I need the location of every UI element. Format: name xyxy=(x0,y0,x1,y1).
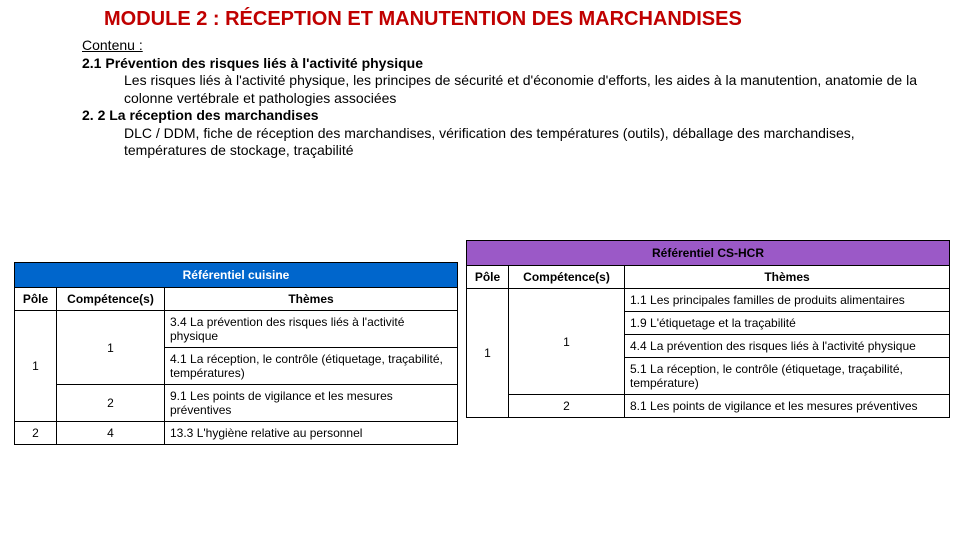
cuisine-col-theme: Thèmes xyxy=(165,288,458,311)
content-block: Contenu : 2.1 Prévention des risques lié… xyxy=(0,37,960,160)
content-heading: Contenu : xyxy=(82,37,143,53)
cuisine-theme: 4.1 La réception, le contrôle (étiquetag… xyxy=(165,348,458,385)
section-1-body: Les risques liés à l'activité physique, … xyxy=(82,72,940,107)
cshcr-theme: 5.1 La réception, le contrôle (étiquetag… xyxy=(625,358,950,395)
cuisine-comp-1: 1 xyxy=(57,311,165,385)
cshcr-theme: 1.9 L'étiquetage et la traçabilité xyxy=(625,312,950,335)
cuisine-theme: 3.4 La prévention des risques liés à l'a… xyxy=(165,311,458,348)
cuisine-comp-4: 4 xyxy=(57,422,165,445)
section-1-title: 2.1 Prévention des risques liés à l'acti… xyxy=(82,55,423,71)
table-cshcr: Référentiel CS-HCR Pôle Compétence(s) Th… xyxy=(466,240,950,418)
cuisine-theme: 13.3 L'hygiène relative au personnel xyxy=(165,422,458,445)
module-title: MODULE 2 : RÉCEPTION ET MANUTENTION DES … xyxy=(0,0,960,37)
cshcr-col-comp: Compétence(s) xyxy=(509,266,625,289)
cuisine-theme: 9.1 Les points de vigilance et les mesur… xyxy=(165,385,458,422)
cuisine-pole-1: 1 xyxy=(15,311,57,422)
cuisine-comp-2: 2 xyxy=(57,385,165,422)
cuisine-col-comp: Compétence(s) xyxy=(57,288,165,311)
cshcr-col-pole: Pôle xyxy=(467,266,509,289)
cuisine-pole-2: 2 xyxy=(15,422,57,445)
section-2-title: 2. 2 La réception des marchandises xyxy=(82,107,319,123)
cshcr-theme: 8.1 Les points de vigilance et les mesur… xyxy=(625,395,950,418)
cshcr-theme: 4.4 La prévention des risques liés à l'a… xyxy=(625,335,950,358)
cshcr-title: Référentiel CS-HCR xyxy=(467,241,950,266)
cuisine-col-pole: Pôle xyxy=(15,288,57,311)
section-2-body: DLC / DDM, fiche de réception des marcha… xyxy=(82,125,940,160)
tables-wrap: Référentiel cuisine Pôle Compétence(s) T… xyxy=(0,240,960,540)
cshcr-col-theme: Thèmes xyxy=(625,266,950,289)
cshcr-pole-1: 1 xyxy=(467,289,509,418)
cshcr-comp-2: 2 xyxy=(509,395,625,418)
cshcr-comp-1: 1 xyxy=(509,289,625,395)
cshcr-theme: 1.1 Les principales familles de produits… xyxy=(625,289,950,312)
table-cuisine: Référentiel cuisine Pôle Compétence(s) T… xyxy=(14,262,458,445)
cuisine-title: Référentiel cuisine xyxy=(15,263,458,288)
